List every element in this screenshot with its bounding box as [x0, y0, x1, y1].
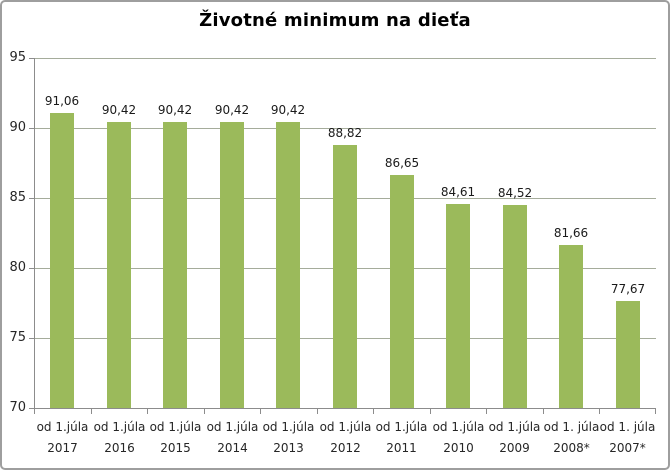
x-axis-tick	[317, 409, 318, 414]
gridline	[35, 128, 656, 129]
x-axis-tick	[430, 409, 431, 414]
bar-value-label: 90,42	[214, 103, 250, 118]
bar-value-label: 86,65	[384, 155, 420, 170]
x-category-label-line1: od 1.júla	[149, 420, 202, 434]
x-category-label-line2: 2013	[273, 441, 304, 455]
chart-title: Životné minimum na dieťa	[199, 10, 471, 31]
x-category-label: od 1. júla 2008*	[543, 417, 600, 459]
bar	[503, 204, 527, 408]
x-axis-tick	[373, 409, 374, 414]
x-axis-tick	[91, 409, 92, 414]
bar-value-label: 84,61	[440, 184, 476, 199]
x-category-label: od 1.júla 2011	[373, 417, 430, 459]
x-category-label: od 1.júla 2014	[204, 417, 261, 459]
x-category-label-line2: 2011	[386, 441, 417, 455]
y-axis-tick	[29, 268, 34, 269]
x-category-label-line2: 2009	[499, 441, 530, 455]
x-category-label: od 1.júla 2010	[430, 417, 487, 459]
x-category-label-line2: 2017	[47, 441, 78, 455]
x-category-label-line1: od 1.júla	[206, 420, 259, 434]
bar-value-label: 81,66	[553, 225, 589, 240]
x-category-label-line1: od 1.júla	[375, 420, 428, 434]
x-axis-tick	[260, 409, 261, 414]
bar	[107, 122, 131, 408]
bar	[220, 122, 244, 408]
x-category-label: od 1.júla 2013	[260, 417, 317, 459]
x-category-label-line1: od 1.júla	[36, 420, 89, 434]
x-category-label: od 1. júla 2007*	[599, 417, 656, 459]
x-category-label: od 1.júla 2012	[317, 417, 374, 459]
bar-value-label: 88,82	[327, 125, 363, 140]
y-axis-tick	[29, 338, 34, 339]
x-axis-tick	[599, 409, 600, 414]
y-tick-label: 80	[9, 260, 26, 275]
x-category-label-line2: 2007*	[609, 441, 646, 455]
bar	[50, 113, 74, 408]
y-axis-tick	[29, 58, 34, 59]
x-category-label-line2: 2010	[443, 441, 474, 455]
bar-value-label: 91,06	[44, 94, 80, 109]
bar	[446, 203, 470, 408]
x-axis-tick	[543, 409, 544, 414]
x-category-label-line2: 2015	[160, 441, 191, 455]
x-category-label-line1: od 1. júla	[543, 420, 600, 434]
x-axis-tick	[204, 409, 205, 414]
bar-value-label: 84,52	[497, 185, 533, 200]
y-axis-tick	[29, 128, 34, 129]
plot-area: 95 90 85 80 75 70 91,06 od 1.júla 2017 90,42 od 1.…	[9, 50, 656, 455]
x-axis-tick	[147, 409, 148, 414]
y-axis-tick	[29, 408, 34, 409]
x-category-label: od 1.júla 2015	[147, 417, 204, 459]
x-category-label-line1: od 1.júla	[319, 420, 372, 434]
x-category-label-line1: od 1.júla	[262, 420, 315, 434]
x-axis-tick	[486, 409, 487, 414]
y-tick-label: 95	[9, 50, 26, 65]
bar-value-label: 90,42	[157, 103, 193, 118]
bar-value-label: 90,42	[270, 103, 306, 118]
x-category-label: od 1.júla 2017	[34, 417, 91, 459]
x-category-label-line2: 2014	[217, 441, 248, 455]
y-tick-label: 90	[9, 120, 26, 135]
x-category-label-line1: od 1. júla	[599, 420, 656, 434]
x-category-label-line2: 2016	[104, 441, 135, 455]
x-category-label: od 1.júla 2009	[486, 417, 543, 459]
bar	[163, 122, 187, 408]
y-tick-label: 85	[9, 190, 26, 205]
bar	[333, 144, 357, 408]
bar	[390, 174, 414, 408]
x-category-label-line2: 2008*	[553, 441, 590, 455]
gridline	[35, 58, 656, 59]
x-axis-tick	[34, 409, 35, 414]
bar	[559, 244, 583, 408]
x-category-label: od 1.júla 2016	[91, 417, 148, 459]
x-axis-tick	[655, 409, 656, 414]
y-axis-line	[34, 58, 35, 409]
y-tick-label: 75	[9, 330, 26, 345]
bar-value-label: 77,67	[610, 281, 646, 296]
x-category-label-line1: od 1.júla	[488, 420, 541, 434]
bar-value-label: 90,42	[101, 103, 137, 118]
x-category-label-line2: 2012	[330, 441, 361, 455]
x-category-label-line1: od 1.júla	[93, 420, 146, 434]
bar	[276, 122, 300, 408]
x-axis-line	[34, 408, 656, 409]
y-axis-tick	[29, 198, 34, 199]
x-category-label-line1: od 1.júla	[432, 420, 485, 434]
y-tick-label: 70	[9, 400, 26, 415]
bar	[616, 300, 640, 408]
